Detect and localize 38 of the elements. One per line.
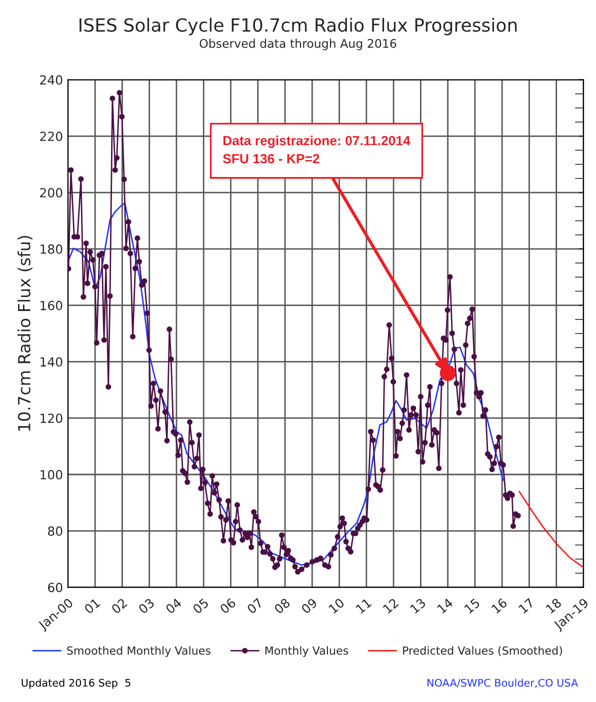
x-tick-label: 06 bbox=[219, 598, 236, 614]
x-tick-label: 14 bbox=[436, 598, 454, 614]
x-tick-label: 07 bbox=[246, 598, 264, 614]
x-tick-label: 15 bbox=[464, 598, 480, 614]
chart-title: ISES Solar Cycle F10.7cm Radio Flux Progression bbox=[80, 18, 517, 36]
legend-label: Monthly Values bbox=[265, 646, 348, 657]
x-tick-label: 12 bbox=[382, 598, 399, 614]
y-tick-label: 100 bbox=[40, 470, 62, 480]
x-tick-label: 10 bbox=[328, 598, 345, 614]
x-tick-label: 09 bbox=[300, 598, 318, 614]
x-tick-label: 01 bbox=[84, 598, 100, 614]
annotation: Data registrazione: 07.11.2014 SFU 136 - KP=2 bbox=[222, 136, 410, 164]
text: Updated 2016 Sep 5 bbox=[22, 678, 130, 689]
y-axis-title: 10.7cm Radio Flux (sfu) bbox=[18, 236, 32, 431]
x-tick-label: 05 bbox=[192, 598, 209, 614]
x-tick-label: 11 bbox=[356, 598, 372, 614]
y-tick-label: 60 bbox=[48, 582, 62, 592]
line-series bbox=[518, 490, 584, 568]
y-tick-label: 200 bbox=[40, 188, 62, 198]
x-tick-label: 16 bbox=[491, 598, 508, 614]
chart-subtitle: Observed data through Aug 2016 bbox=[200, 38, 396, 50]
y-tick-label: 140 bbox=[40, 357, 62, 367]
x-tick-label: 02 bbox=[110, 598, 128, 614]
y-tick-label: 120 bbox=[40, 414, 62, 424]
y-tick-label: 240 bbox=[40, 75, 62, 85]
legend-label: Predicted Values (Smoothed) bbox=[403, 646, 562, 656]
line-series bbox=[68, 202, 504, 566]
y-tick-label: 160 bbox=[40, 300, 62, 310]
x-tick-label: 04 bbox=[165, 598, 182, 614]
x-tick-label: 03 bbox=[138, 598, 155, 614]
y-tick-label: 220 bbox=[40, 132, 62, 142]
x-tick-label: 17 bbox=[518, 598, 535, 614]
legend-label: Smoothed Monthly Values bbox=[67, 646, 210, 657]
x-tick-label: 08 bbox=[274, 598, 291, 614]
y-tick-label: 80 bbox=[48, 526, 62, 536]
y-tick-label: 180 bbox=[40, 244, 62, 254]
x-tick-label: 13 bbox=[410, 598, 426, 614]
text: NOAA/SWPC Boulder,CO USA bbox=[428, 678, 578, 688]
